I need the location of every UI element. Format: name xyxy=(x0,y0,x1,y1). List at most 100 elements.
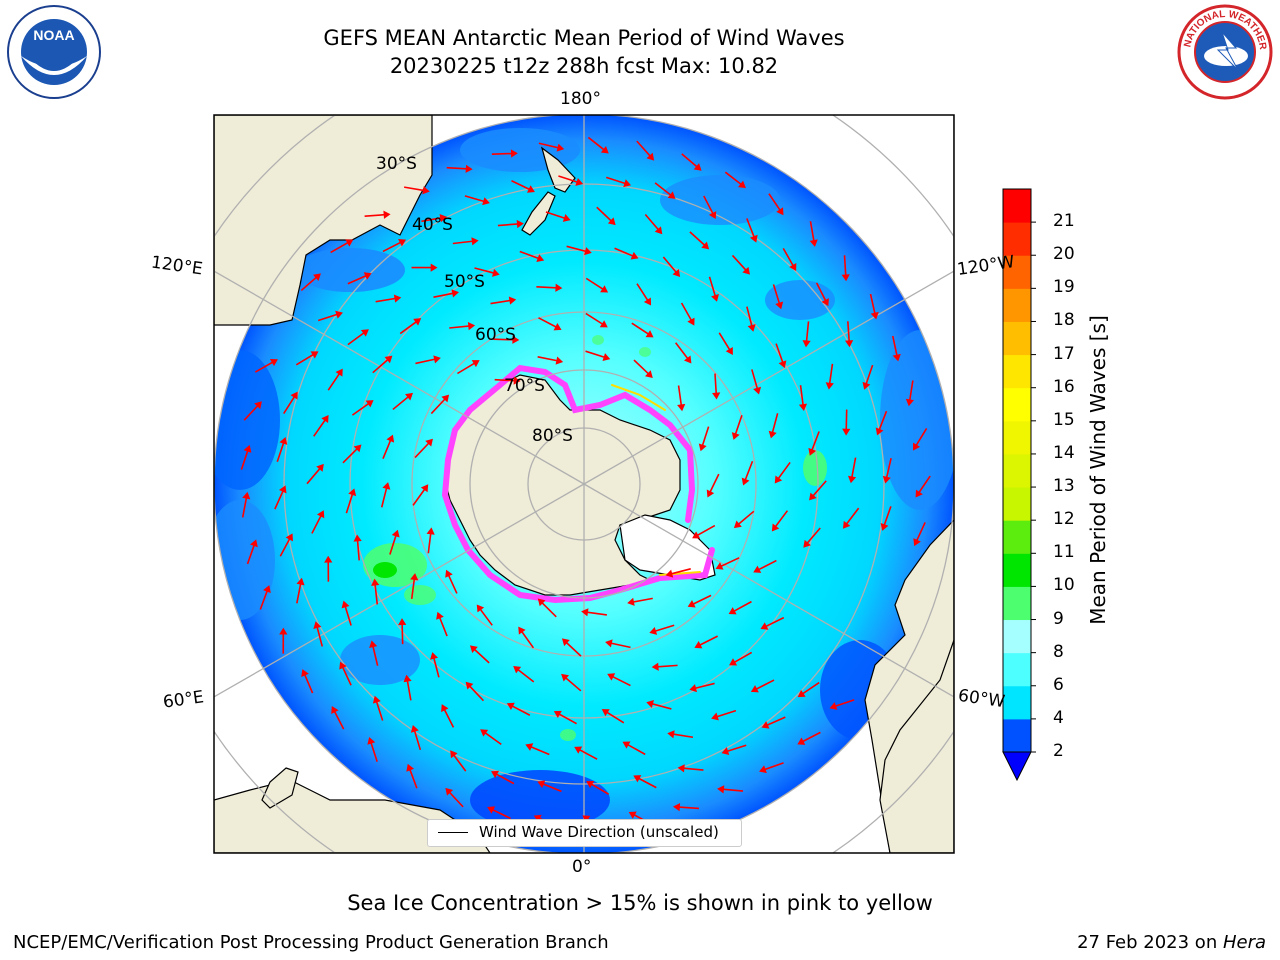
colorbar xyxy=(1002,188,1036,782)
wave-direction-arrow xyxy=(717,785,744,794)
wave-direction-arrow xyxy=(426,527,435,554)
wave-direction-arrow xyxy=(585,312,608,328)
wave-direction-arrow xyxy=(614,247,639,260)
colorbar-tick-label: 14 xyxy=(1053,442,1075,463)
wave-direction-arrow xyxy=(389,529,400,555)
colorbar-segment xyxy=(1003,453,1031,488)
wave-direction-arrow xyxy=(841,255,850,282)
wave-direction-arrow xyxy=(279,627,288,654)
wave-direction-arrow xyxy=(536,283,563,292)
colorbar-tick-label: 13 xyxy=(1053,476,1075,497)
sea-ice-caption: Sea Ice Concentration > 15% is shown in … xyxy=(347,891,933,915)
wave-direction-arrow xyxy=(436,611,448,637)
wave-direction-arrow xyxy=(351,400,374,416)
wave-direction-arrow xyxy=(636,140,655,161)
wave-direction-arrow xyxy=(406,763,418,789)
wave-direction-arrow xyxy=(675,342,692,364)
wave-direction-arrow xyxy=(636,283,652,306)
wave-direction-arrow xyxy=(259,585,271,610)
wave-direction-arrow xyxy=(446,164,473,173)
wave-direction-arrow xyxy=(330,239,354,254)
wave-direction-arrow xyxy=(631,322,654,338)
wave-direction-arrow xyxy=(414,438,433,459)
wave-direction-arrow xyxy=(317,310,343,322)
colorbar-frame xyxy=(1002,188,1032,753)
wave-direction-arrow xyxy=(415,355,441,365)
wave-direction-arrow xyxy=(279,533,293,557)
wave-direction-arrow xyxy=(842,409,851,436)
wave-direction-arrow xyxy=(491,770,515,785)
map-legend: Wind Wave Direction (unscaled) xyxy=(427,819,742,847)
wave-direction-arrow xyxy=(689,682,715,693)
colorbar-tick-label: 20 xyxy=(1053,244,1075,265)
wave-direction-arrow xyxy=(687,594,712,608)
new-zealand-north xyxy=(540,146,576,193)
lat-labels: 30°S 40°S 50°S 60°S 70°S 80°S xyxy=(376,154,573,446)
wave-direction-arrow xyxy=(513,665,535,683)
wave-direction-arrow xyxy=(782,247,797,271)
wave-direction-arrow xyxy=(371,578,380,605)
wave-direction-arrow xyxy=(809,221,818,247)
wave-direction-arrow xyxy=(905,380,914,407)
wave-direction-arrow xyxy=(677,385,686,412)
wave-direction-arrow xyxy=(729,651,753,666)
wave-direction-arrow xyxy=(300,273,321,292)
wave-direction-arrow xyxy=(243,401,262,421)
colorbar-tick-label: 18 xyxy=(1053,310,1075,331)
wave-direction-arrow xyxy=(369,640,379,666)
wave-direction-arrow xyxy=(469,645,490,664)
wave-direction-arrow xyxy=(651,662,678,671)
wave-direction-arrow xyxy=(274,485,287,510)
wave-direction-arrow xyxy=(708,276,719,302)
wave-direction-arrow xyxy=(761,716,786,729)
wave-direction-arrow xyxy=(445,569,458,594)
colorbar-tick-label: 17 xyxy=(1053,343,1075,364)
wave-direction-arrow xyxy=(491,149,518,158)
wave-direction-arrow xyxy=(450,750,467,772)
wave-direction-arrow xyxy=(724,171,746,189)
wave-direction-arrow xyxy=(869,293,879,320)
wave-direction-arrow xyxy=(775,343,787,369)
wave-direction-arrow xyxy=(759,762,784,774)
high-period-patches xyxy=(363,335,827,741)
colorbar-tick-label: 16 xyxy=(1053,376,1075,397)
wave-direction-arrow xyxy=(367,736,378,762)
wave-direction-arrow xyxy=(891,335,901,362)
wave-direction-arrow xyxy=(718,332,733,355)
wave-direction-arrow xyxy=(731,415,743,440)
wave-direction-arrow xyxy=(465,681,485,702)
wave-direction-arrow xyxy=(480,729,502,746)
new-zealand-south xyxy=(521,191,556,236)
lat-label-50s: 50°S xyxy=(444,272,485,292)
map-subtitle: 20230225 t12z 288h fcst Max: 10.82 xyxy=(389,54,779,78)
footer-host: Hera xyxy=(1222,932,1266,953)
wave-direction-arrow xyxy=(741,460,754,486)
wave-direction-arrow xyxy=(421,213,448,223)
lon-label-0: 0° xyxy=(572,857,592,877)
lat-label-30s: 30°S xyxy=(376,154,417,174)
wave-direction-arrow xyxy=(525,743,550,756)
wave-direction-arrow xyxy=(353,534,362,561)
land-masses xyxy=(214,115,954,853)
wave-direction-arrow xyxy=(581,608,608,617)
wave-direction-arrow xyxy=(241,491,251,518)
wave-direction-arrow xyxy=(797,731,821,745)
wave-direction-arrow xyxy=(733,510,755,529)
wave-direction-arrow xyxy=(750,679,775,693)
wave-direction-arrow xyxy=(803,527,821,548)
wave-direction-arrow xyxy=(410,573,419,599)
wave-direction-arrow xyxy=(433,289,459,298)
colorbar-segment xyxy=(1003,586,1031,621)
wave-direction-arrow xyxy=(404,186,430,195)
colorbar-tick-label: 9 xyxy=(1053,608,1064,629)
australia-landmass xyxy=(214,115,433,326)
wave-direction-arrow xyxy=(880,506,892,531)
wave-direction-arrow xyxy=(842,507,860,529)
wave-direction-arrow xyxy=(457,360,480,375)
wave-direction-arrow xyxy=(633,775,657,789)
wave-direction-arrow xyxy=(633,359,653,378)
wave-direction-arrow xyxy=(493,335,520,344)
colorbar-tick-label: 19 xyxy=(1053,277,1075,298)
wave-direction-arrow xyxy=(372,355,393,374)
